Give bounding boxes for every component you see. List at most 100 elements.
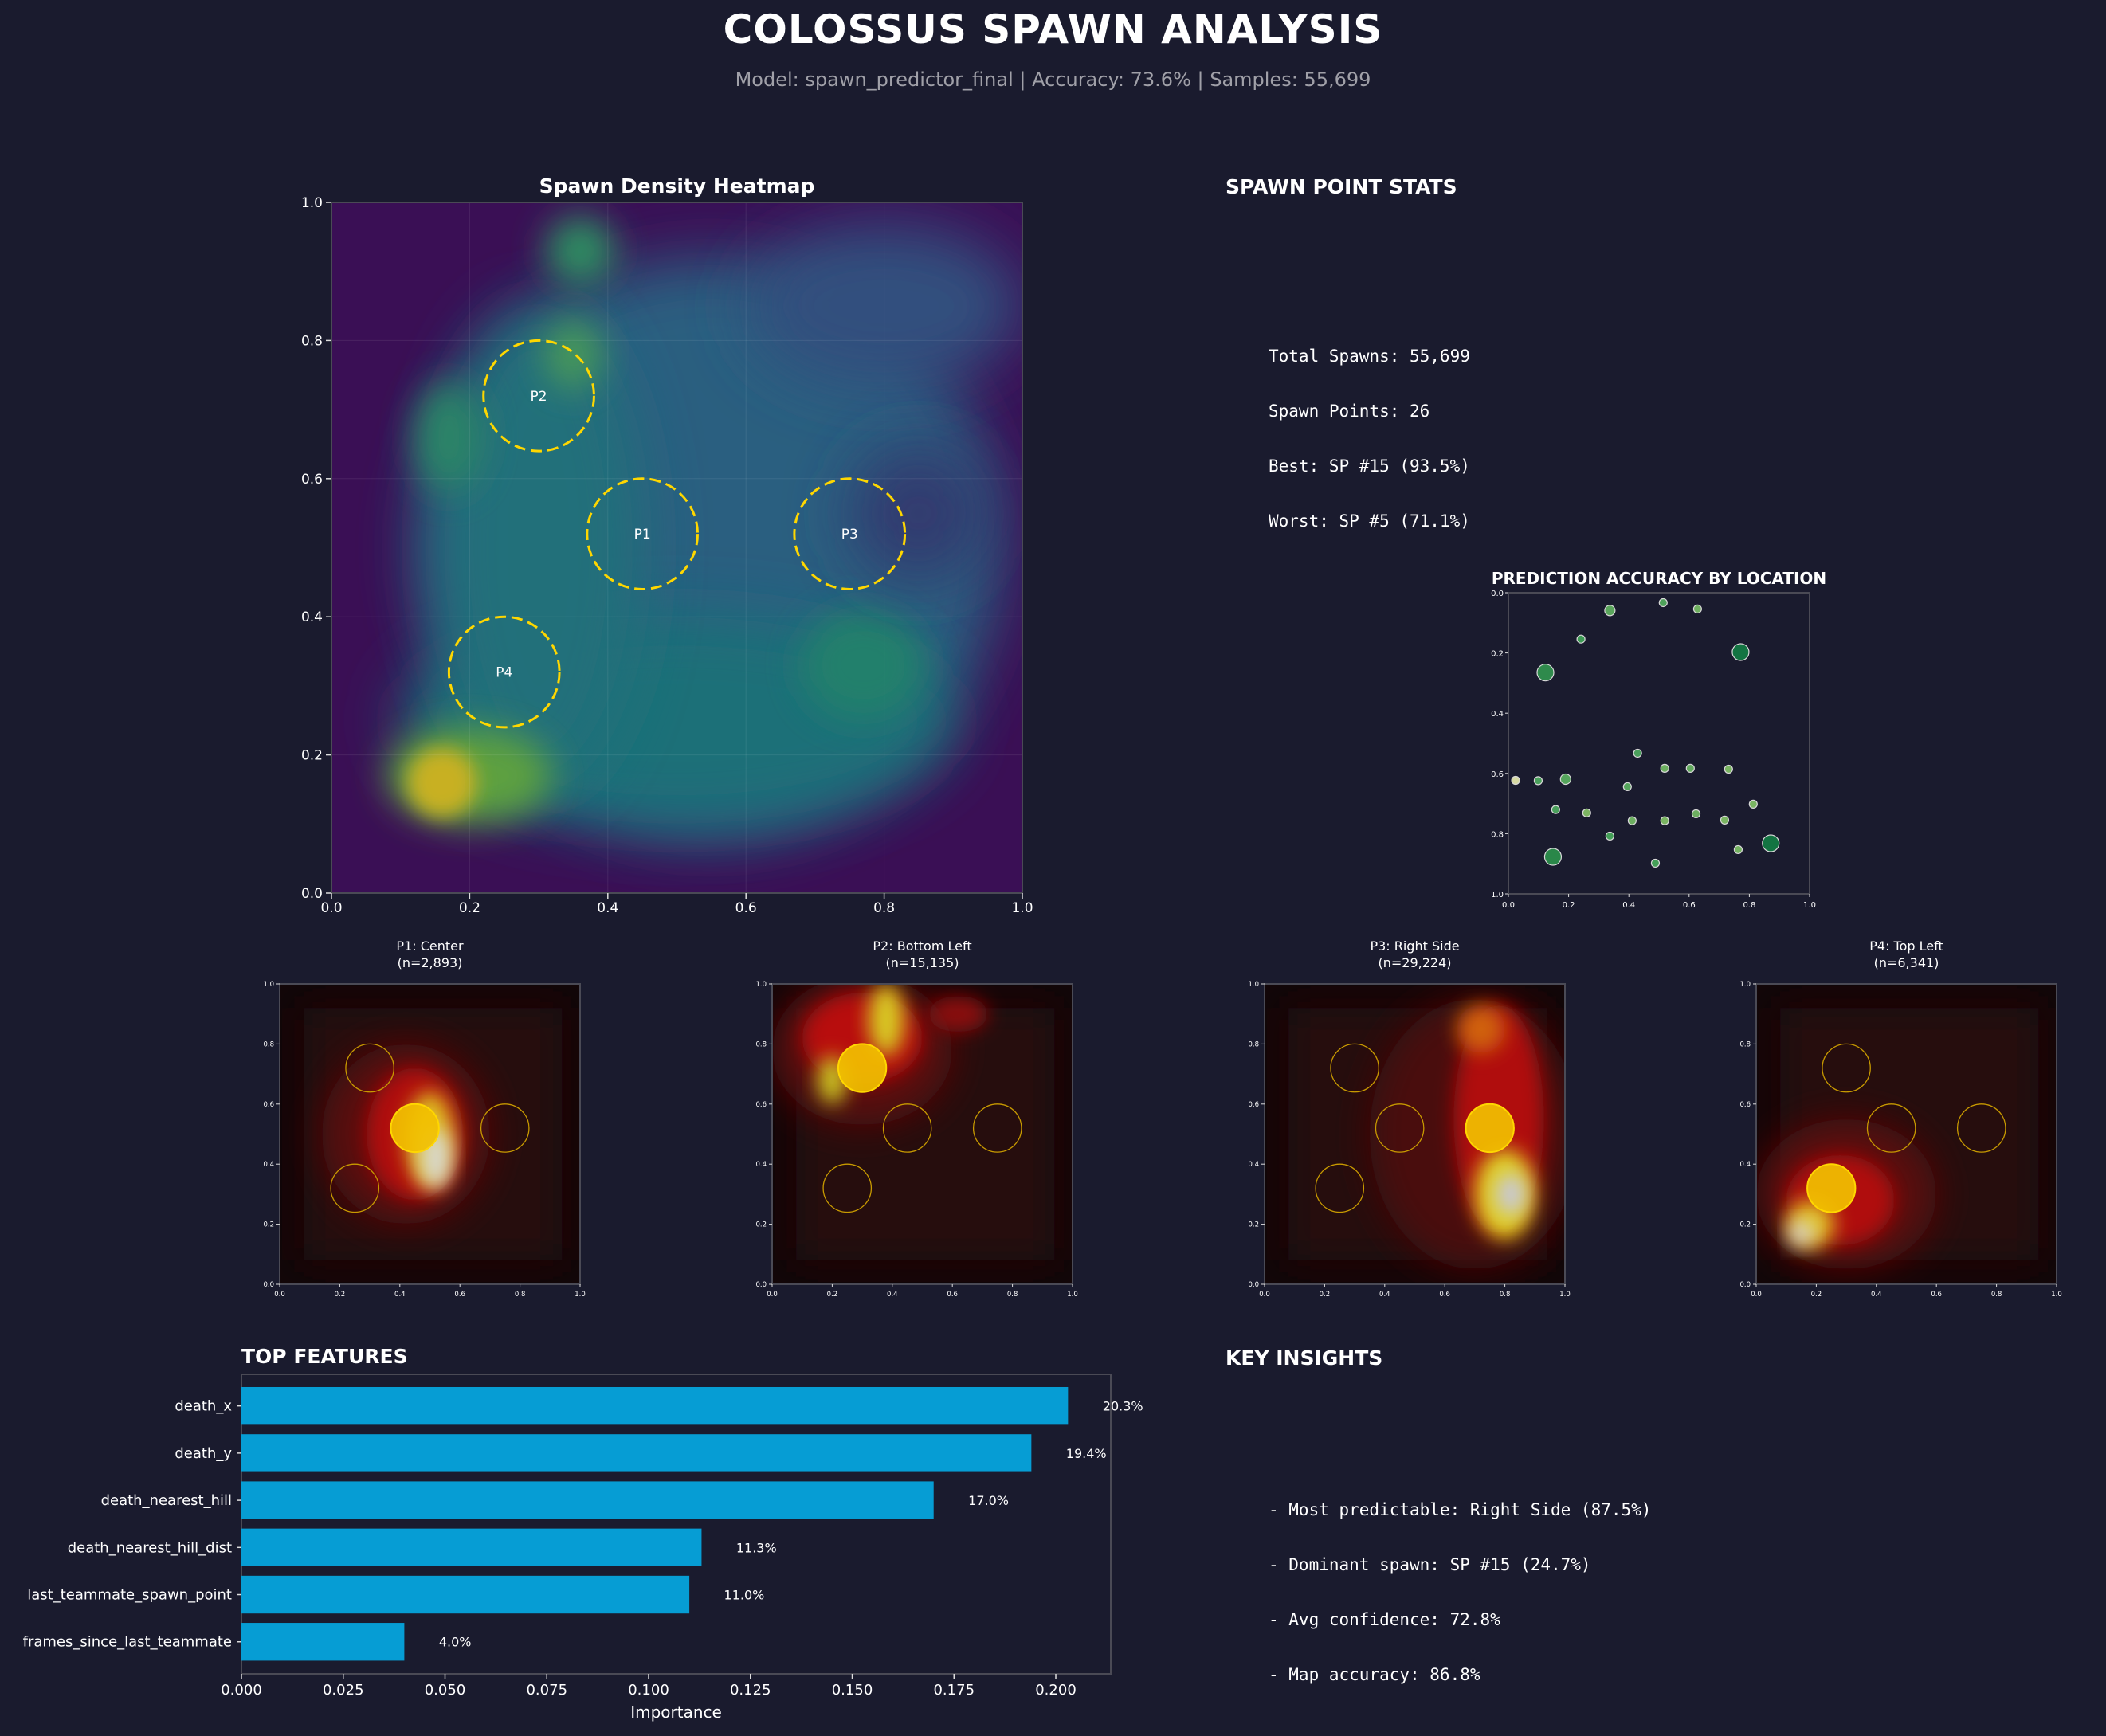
- x-axis-label: Importance: [630, 1703, 722, 1722]
- y-tick-label: 0.2: [1491, 650, 1504, 659]
- hill-label-p1: P1: [634, 527, 651, 543]
- panel-title: P3: Right Side: [1370, 939, 1459, 954]
- spawn-point-marker: [1511, 775, 1520, 786]
- spawn-point-marker: [1543, 848, 1563, 866]
- x-tick-label: 0.2: [335, 1291, 346, 1299]
- hill-circle-p3: [793, 477, 907, 591]
- panel-sample-count: (n=29,224): [1378, 955, 1451, 970]
- density-blob: [746, 223, 1022, 390]
- x-tick-label: 0.6: [1683, 901, 1696, 910]
- feature-label: death_x: [175, 1398, 232, 1415]
- density-blob: [1496, 1173, 1526, 1216]
- feature-label: frames_since_last_teammate: [23, 1634, 232, 1651]
- spawn-point-marker: [1692, 604, 1702, 614]
- density-blob: [545, 319, 602, 390]
- y-tick-label: 1.0: [1739, 981, 1751, 989]
- hill-outline: [1822, 1043, 1871, 1093]
- x-tick-label: 1.0: [1067, 1291, 1078, 1299]
- hill-heatmap-panels: P1: Center(n=2,893) 0.0 0.2 0.4 0.6 0.8 1.0 0.0…: [263, 939, 2061, 1299]
- x-tick-label: 0.8: [1743, 901, 1755, 910]
- stats-title: SPAWN POINT STATS: [1226, 175, 1457, 198]
- feature-label: last_teammate_spawn_point: [27, 1587, 232, 1604]
- x-tick-label: 0.000: [221, 1682, 262, 1699]
- panel-sample-count: (n=15,135): [885, 955, 959, 970]
- hill-outline: [1375, 1103, 1425, 1153]
- x-tick-label: 0.150: [832, 1682, 873, 1699]
- panel-title: P1: Center: [396, 939, 464, 954]
- x-tick-label: 0.4: [1871, 1291, 1882, 1299]
- axes-frame: [1264, 983, 1566, 1285]
- hill-panel-p2: P2: Bottom Left(n=15,135) 0.0 0.2 0.4 0.6 0.8…: [755, 939, 1077, 1299]
- highlighted-hill-marker: [1806, 1163, 1857, 1213]
- axes-frame: [771, 983, 1073, 1285]
- page-title: COLOSSUS SPAWN ANALYSIS: [723, 6, 1383, 53]
- x-tick-label: 0.2: [827, 1291, 838, 1299]
- y-tick-label: 0.6: [301, 472, 323, 488]
- density-blob: [414, 382, 484, 493]
- x-tick-label: 0.6: [454, 1291, 465, 1299]
- spawn-point-marker: [1533, 776, 1543, 786]
- y-tick-label: 0.4: [263, 1161, 274, 1169]
- y-tick-label: 1.0: [301, 195, 323, 211]
- hill-label-p2: P2: [531, 389, 547, 405]
- highlighted-hill-marker: [837, 1043, 888, 1093]
- spawn-point-marker: [1733, 844, 1743, 855]
- y-tick-label: 0.0: [755, 1281, 767, 1289]
- y-tick-label: 0.0: [263, 1281, 274, 1289]
- y-tick-label: 0.6: [263, 1101, 274, 1109]
- hill-outline: [330, 1163, 380, 1213]
- x-tick-label: 0.125: [730, 1682, 771, 1699]
- y-tick-label: 0.8: [1491, 830, 1504, 839]
- spawn-point-marker: [1720, 815, 1730, 825]
- spawn-point-marker: [1748, 799, 1758, 809]
- hill-circle-p2: [482, 339, 595, 453]
- x-tick-label: 1.0: [575, 1291, 586, 1299]
- x-tick-label: 0.050: [425, 1682, 466, 1699]
- bar-chart-title: TOP FEATURES: [241, 1345, 408, 1368]
- feature-bar: [241, 1434, 1032, 1472]
- insights-title: KEY INSIGHTS: [1226, 1346, 1383, 1370]
- panel-heatmap-image: [1756, 984, 2057, 1284]
- density-blob: [868, 984, 904, 1056]
- x-tick-label: 0.2: [1320, 1291, 1331, 1299]
- spawn-point-marker: [1604, 605, 1616, 617]
- y-tick-label: 0.8: [755, 1040, 767, 1048]
- x-tick-label: 0.8: [1007, 1291, 1018, 1299]
- x-tick-label: 0.200: [1035, 1682, 1077, 1699]
- y-tick-label: 0.6: [755, 1101, 767, 1109]
- axes-frame: [279, 983, 581, 1285]
- top-features-bar-chart: TOP FEATURES 20.3% death_x 19.4% death_y 17.0…: [23, 1345, 1143, 1722]
- hill-circle-p1: [586, 477, 700, 591]
- spawn-point-marker: [1605, 831, 1614, 841]
- density-blob: [928, 996, 989, 1033]
- hill-outline: [822, 1163, 873, 1213]
- spawn-density-heatmap: Spawn Density Heatmap 0.0 0.2 0.4 0.6 0.8 1.0 0…: [301, 174, 1033, 916]
- y-tick-label: 0.6: [1248, 1101, 1259, 1109]
- y-tick-label: 0.2: [301, 748, 323, 764]
- spawn-point-marker: [1660, 816, 1669, 825]
- insight-avg-confidence: - Avg confidence: 72.8%: [1269, 1610, 1500, 1629]
- hill-outline: [882, 1103, 932, 1153]
- x-tick-label: 0.4: [887, 1291, 898, 1299]
- spawn-point-marker: [1582, 808, 1591, 817]
- y-tick-label: 0.4: [1739, 1161, 1751, 1169]
- spawn-point-marker: [1731, 643, 1750, 661]
- bar-value-label: 4.0%: [439, 1635, 472, 1650]
- spawn-point-marker: [1627, 816, 1637, 825]
- scatter-title: PREDICTION ACCURACY BY LOCATION: [1492, 569, 1826, 588]
- panel-sample-count: (n=2,893): [398, 955, 463, 970]
- feature-bar: [241, 1575, 690, 1614]
- y-tick-label: 0.4: [755, 1161, 767, 1169]
- x-tick-label: 0.4: [1622, 901, 1635, 910]
- spawn-point-marker: [1762, 834, 1780, 852]
- x-tick-label: 0.2: [1563, 901, 1575, 910]
- feature-bar: [241, 1386, 1069, 1425]
- y-tick-label: 0.2: [1739, 1221, 1751, 1229]
- bar-value-label: 17.0%: [968, 1493, 1009, 1508]
- panel-heatmap-image: [1265, 984, 1565, 1284]
- hill-circle-p4: [447, 615, 561, 729]
- panel-sample-count: (n=6,341): [1874, 955, 1939, 970]
- panel-title: P4: Top Left: [1869, 939, 1943, 954]
- x-tick-label: 0.025: [323, 1682, 364, 1699]
